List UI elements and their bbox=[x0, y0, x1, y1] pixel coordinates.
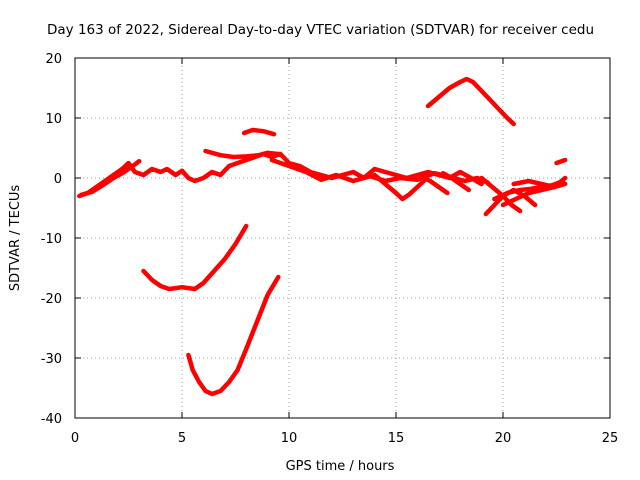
x-tick-label: 15 bbox=[388, 431, 405, 446]
series-line-track-right-8 bbox=[500, 175, 568, 208]
series-line-track-main-2 bbox=[79, 158, 142, 198]
x-tick-label: 5 bbox=[178, 431, 186, 446]
y-tick-label: -30 bbox=[41, 352, 62, 367]
x-tick-label: 10 bbox=[281, 431, 298, 446]
y-tick-label: -20 bbox=[41, 292, 62, 307]
series-line-track-right-3 bbox=[440, 170, 472, 193]
axis-ticks: 0 5 10 15 20 25 -40 -30 -20 -10 0 10 20 bbox=[41, 52, 619, 446]
series-line-track-main-3 bbox=[269, 157, 491, 186]
x-tick-label: 0 bbox=[71, 431, 79, 446]
series-line-track-upper-1 bbox=[203, 148, 281, 160]
series-line-track-right-1 bbox=[372, 172, 427, 202]
y-tick-label: -40 bbox=[41, 412, 62, 427]
series-line-track-right-6 bbox=[492, 178, 566, 202]
series-line-track-right-9 bbox=[554, 157, 568, 166]
y-axis-label: SDTVAR / TECUs bbox=[8, 185, 23, 292]
y-tick-label: 0 bbox=[54, 172, 62, 187]
x-axis-label: GPS time / hours bbox=[286, 459, 395, 474]
series-line-track-low-1 bbox=[141, 223, 249, 292]
y-tick-label: -10 bbox=[41, 232, 62, 247]
series-line-track-upper-2 bbox=[241, 127, 277, 137]
y-tick-label: 10 bbox=[45, 112, 62, 127]
series-line-track-low-2 bbox=[186, 274, 281, 397]
grid-lines bbox=[75, 58, 610, 418]
x-tick-label: 25 bbox=[602, 431, 619, 446]
chart-title: Day 163 of 2022, Sidereal Day-to-day VTE… bbox=[47, 22, 594, 38]
y-tick-label: 20 bbox=[45, 52, 62, 67]
series-line-track-peak bbox=[425, 76, 516, 127]
x-tick-label: 20 bbox=[495, 431, 512, 446]
series-line-track-right-2 bbox=[421, 175, 450, 196]
data-series bbox=[77, 76, 568, 397]
